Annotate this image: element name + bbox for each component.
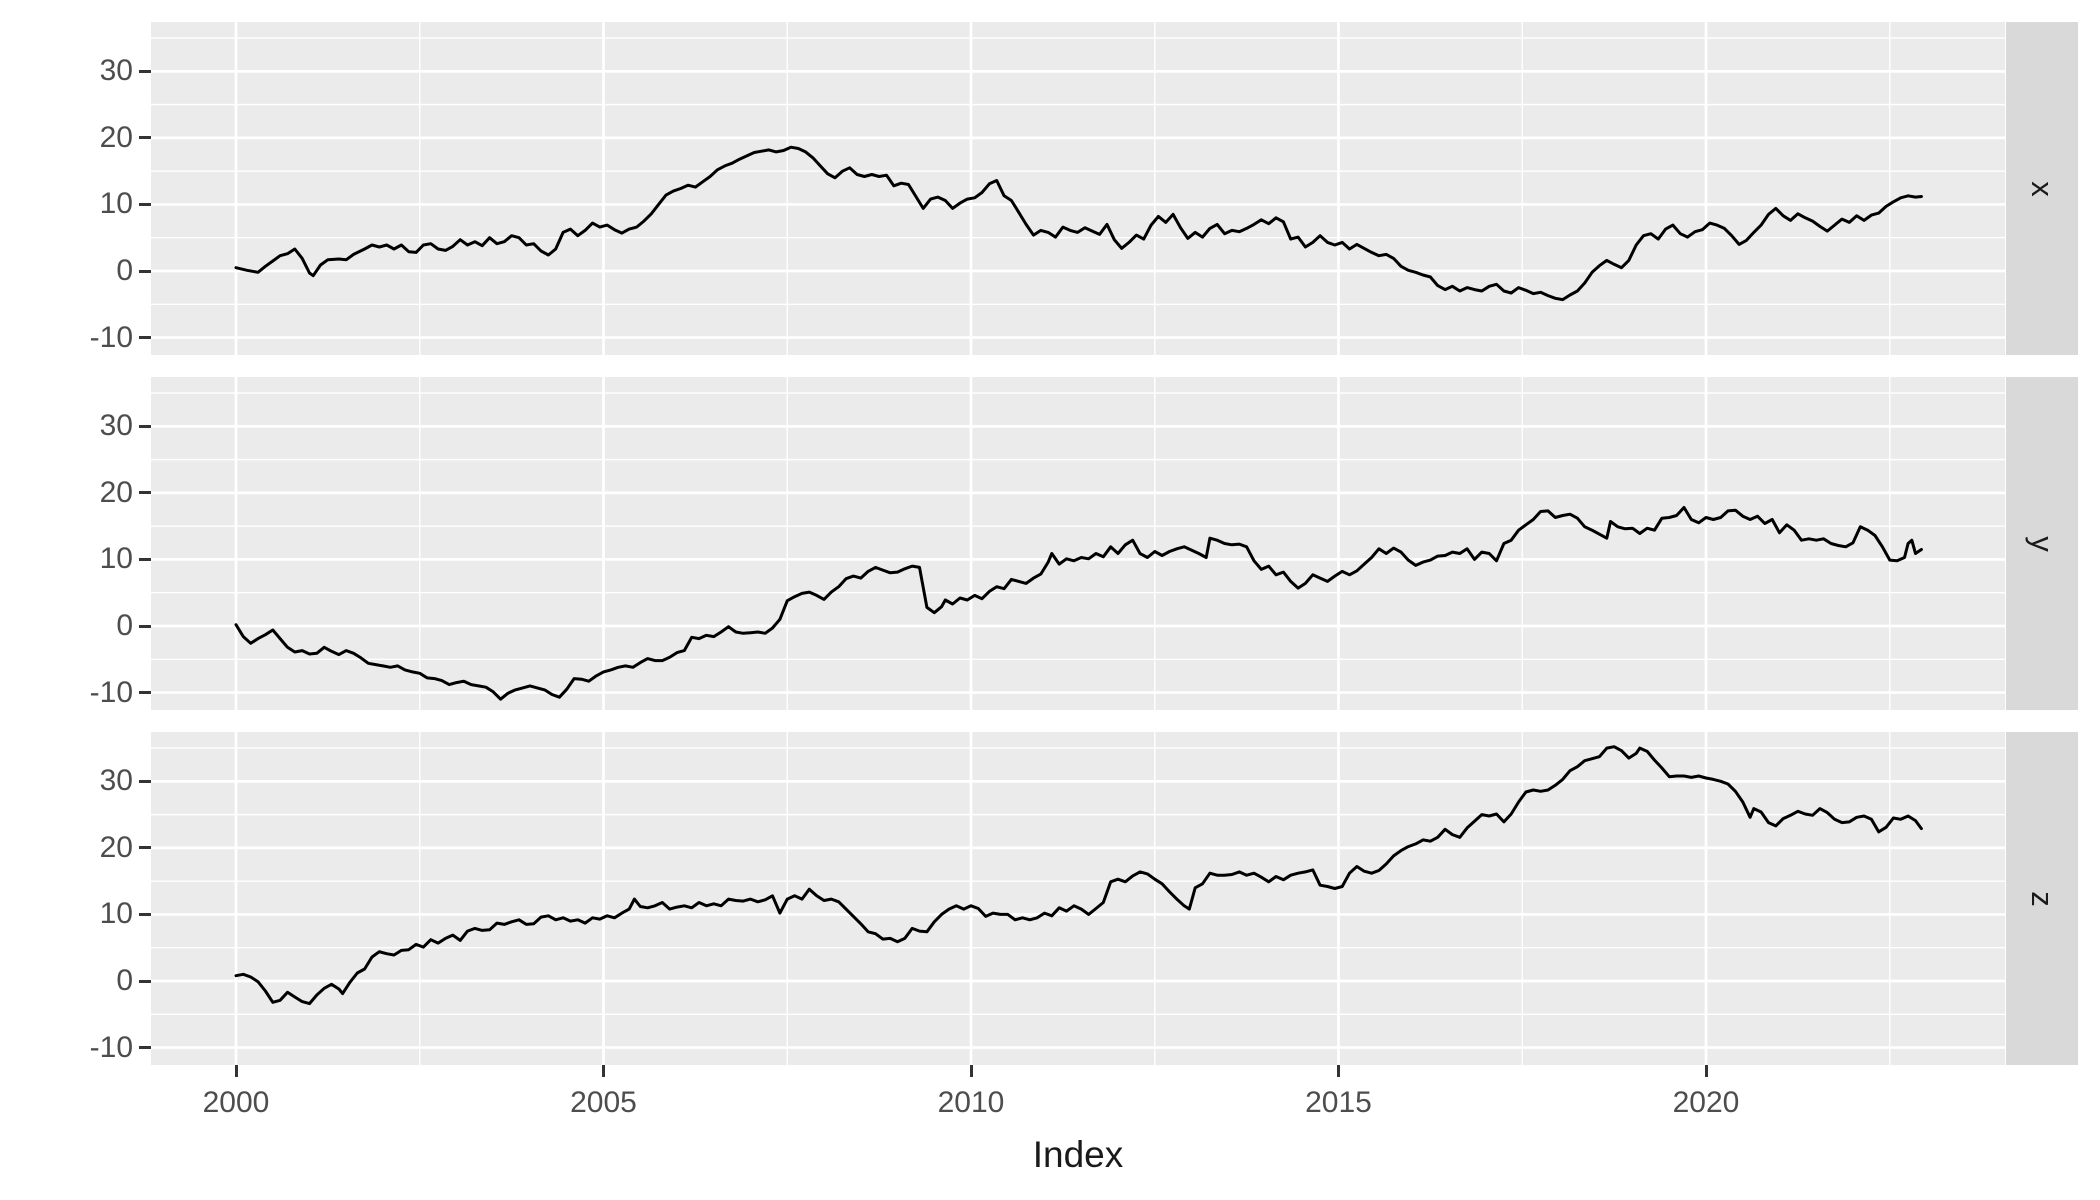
series-line-x (234, 145, 1923, 302)
y-axis-tick-label: 10 (99, 187, 133, 221)
x-axis-tick-label: 2020 (1672, 1086, 1740, 1119)
x-axis-tick-label: 2005 (570, 1086, 637, 1119)
y-axis-tick-label: 20 (99, 120, 133, 154)
y-axis-tick-label: 30 (99, 764, 133, 798)
facet-plot-area (151, 377, 2005, 710)
series-line-z (234, 745, 1923, 1006)
facet-strip-label: y (2025, 535, 2060, 552)
facet-strip-label: z (2025, 890, 2060, 907)
y-axis-tick-mark (139, 269, 151, 273)
x-axis-tick-mark (602, 1065, 605, 1077)
y-axis-tick-mark (139, 491, 151, 495)
y-axis-tick-label: 10 (99, 897, 133, 931)
facet-strip-x: x (2006, 22, 2078, 355)
y-axis-tick-mark (139, 1046, 151, 1050)
facet-plot-area (151, 22, 2005, 355)
y-axis-tick-label: 0 (116, 609, 133, 642)
y-axis-tick-mark (139, 779, 151, 783)
x-axis-tick-mark (1337, 1065, 1340, 1077)
y-axis-tick-mark (139, 557, 151, 561)
series-line-y (234, 506, 1923, 701)
y-axis-tick-label: -10 (89, 675, 133, 709)
y-axis-tick-label: 20 (99, 830, 133, 864)
y-axis-tick-label: 20 (99, 475, 133, 509)
facet-panel-x (151, 22, 2005, 355)
facet-strip-z: z (2006, 732, 2078, 1065)
y-axis-tick-mark (139, 424, 151, 428)
facet-panel-y (151, 377, 2005, 710)
y-axis-tick-mark (139, 336, 151, 340)
facet-strip-label: x (2025, 180, 2060, 197)
y-axis-tick-label: -10 (89, 1030, 133, 1064)
y-axis-tick-mark (139, 912, 151, 916)
y-axis-tick-label: 0 (116, 964, 133, 997)
y-axis-tick-mark (139, 979, 151, 983)
facet-plot-area (151, 732, 2005, 1065)
y-axis-tick-mark (139, 846, 151, 850)
y-axis-tick-mark (139, 69, 151, 73)
y-axis-tick-label: 10 (99, 542, 133, 576)
facet-strip-y: y (2006, 377, 2078, 710)
y-axis-tick-mark (139, 136, 151, 140)
y-axis-tick-mark (139, 691, 151, 695)
x-axis-tick-label: 2010 (937, 1086, 1005, 1119)
x-axis-tick-mark (234, 1065, 238, 1077)
y-axis-tick-label: 30 (99, 54, 133, 88)
y-axis-tick-mark (139, 624, 151, 628)
x-axis-tick-label: 2000 (202, 1086, 270, 1119)
y-axis-tick-label: 0 (116, 254, 133, 287)
y-axis-tick-label: 30 (99, 409, 133, 443)
x-axis-tick-mark (969, 1065, 973, 1077)
x-axis-tick-mark (1704, 1065, 1708, 1077)
y-axis-tick-mark (139, 202, 151, 206)
y-axis-tick-label: -10 (89, 320, 133, 354)
facet-panel-z (151, 732, 2005, 1065)
x-axis-tick-label: 2015 (1305, 1086, 1372, 1119)
x-axis-title: Index (1032, 1134, 1124, 1175)
